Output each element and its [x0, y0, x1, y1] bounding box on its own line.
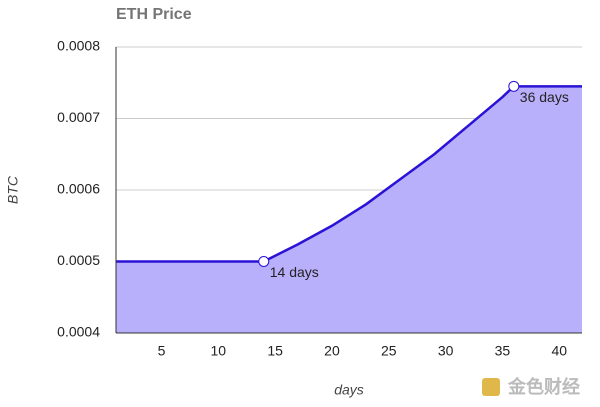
annotation-marker	[258, 256, 270, 267]
x-tick-label: 10	[211, 343, 227, 359]
y-tick-label: 0.0004	[57, 324, 100, 340]
y-tick-label: 0.0008	[57, 38, 100, 54]
x-tick-label: 5	[158, 343, 166, 359]
x-tick-label: 30	[438, 343, 454, 359]
x-tick-label: 20	[324, 343, 340, 359]
chart-title: ETH Price	[116, 6, 192, 23]
area	[116, 86, 582, 333]
line	[116, 85, 582, 263]
x-axis-title: days	[334, 382, 364, 398]
watermark-logo	[482, 378, 500, 396]
annotation-label: 14 days	[270, 264, 319, 280]
watermark: 金色财经	[507, 376, 580, 397]
y-tick-label: 0.0005	[57, 252, 100, 268]
x-tick-label: 15	[267, 343, 283, 359]
y-axis-title: BTC	[5, 175, 21, 204]
x-tick-label: 35	[495, 343, 511, 359]
x-tick-label: 25	[381, 343, 397, 359]
x-tick-label: 40	[551, 343, 567, 359]
annotation-marker	[508, 80, 520, 92]
annotation-label: 36 days	[520, 89, 569, 105]
y-tick-label: 0.0007	[57, 109, 100, 125]
y-tick-label: 0.0006	[57, 181, 100, 197]
